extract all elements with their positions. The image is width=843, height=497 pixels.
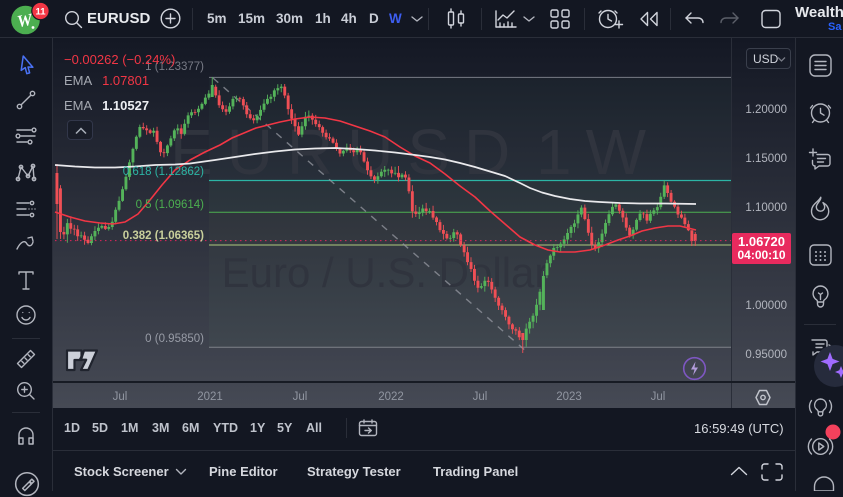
svg-text:W: W: [15, 10, 35, 32]
svg-text:0.618 (1.12862): 0.618 (1.12862): [123, 166, 204, 178]
svg-text:1 (1.23377): 1 (1.23377): [145, 61, 204, 73]
svg-text:0.5 (1.09614): 0.5 (1.09614): [136, 199, 205, 211]
svg-text:0.382 (1.06365): 0.382 (1.06365): [123, 230, 204, 242]
svg-text:Euro / U.S. Dollar: Euro / U.S. Dollar: [222, 249, 549, 296]
svg-text:11: 11: [35, 7, 46, 18]
svg-text:1W: 1W: [536, 116, 660, 188]
svg-text:0 (0.95850): 0 (0.95850): [145, 333, 204, 345]
